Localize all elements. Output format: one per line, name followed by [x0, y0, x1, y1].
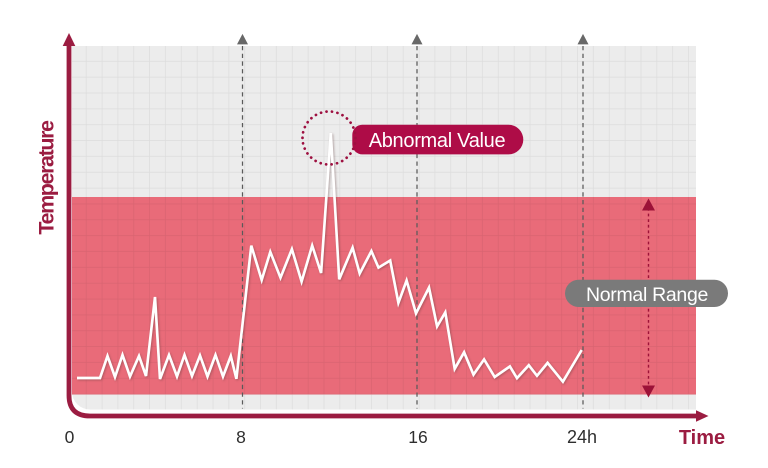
svg-text:8: 8 — [236, 427, 246, 447]
svg-text:Time: Time — [679, 427, 725, 449]
svg-text:Temperature: Temperature — [35, 120, 59, 235]
svg-text:24h: 24h — [567, 427, 597, 447]
svg-text:Normal Range: Normal Range — [586, 284, 708, 306]
svg-text:Abnormal Value: Abnormal Value — [369, 130, 506, 152]
svg-text:0: 0 — [65, 427, 75, 447]
svg-text:16: 16 — [408, 427, 427, 447]
